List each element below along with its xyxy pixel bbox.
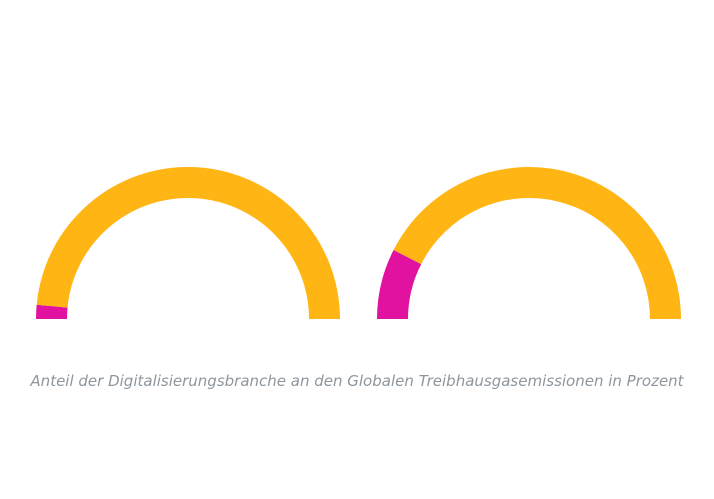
gauge-2-segment-2 xyxy=(393,167,681,319)
gauge-1-segment-1 xyxy=(36,304,68,319)
gauge-1-segment-2 xyxy=(36,166,340,319)
chart-caption: Anteil der Digitalisierungsbranche an de… xyxy=(30,372,684,390)
gauge-2-segment-1 xyxy=(377,249,422,319)
